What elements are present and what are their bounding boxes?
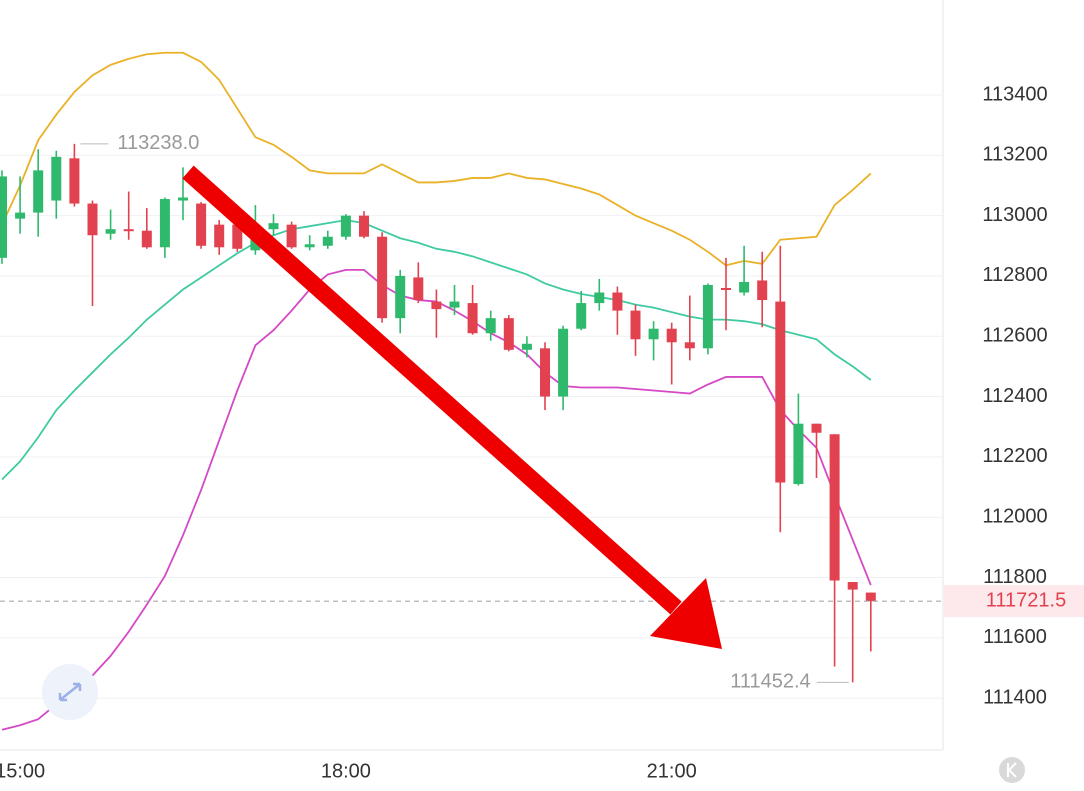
candle-body bbox=[684, 342, 695, 349]
high-marker-label: 113238.0 bbox=[117, 132, 199, 154]
candle-body bbox=[69, 158, 80, 204]
candle-body bbox=[449, 301, 460, 308]
candle-body bbox=[304, 244, 315, 248]
y-tick-label: 112400 bbox=[982, 385, 1047, 407]
candle-body bbox=[0, 176, 7, 258]
candle-body bbox=[268, 223, 279, 230]
last-price-label: 111721.5 bbox=[986, 589, 1066, 611]
candle-body bbox=[503, 318, 514, 350]
candle-body bbox=[87, 203, 98, 236]
y-tick-label: 111800 bbox=[983, 566, 1047, 588]
candle-body bbox=[15, 212, 26, 219]
candle-body bbox=[105, 229, 116, 234]
candle-body bbox=[33, 170, 44, 213]
candle-body bbox=[377, 236, 388, 319]
button-bg[interactable] bbox=[999, 757, 1025, 783]
swap-button[interactable] bbox=[42, 664, 98, 720]
y-tick-label: 112800 bbox=[982, 264, 1047, 286]
candle-body bbox=[847, 582, 858, 590]
candle-body bbox=[159, 199, 170, 248]
y-tick-label: 112000 bbox=[982, 505, 1047, 527]
y-tick-label: 113000 bbox=[982, 204, 1047, 226]
candle-body bbox=[431, 301, 442, 310]
candle-body bbox=[757, 280, 768, 301]
candle-body bbox=[739, 281, 750, 293]
candle-body bbox=[558, 328, 569, 397]
k-button[interactable] bbox=[999, 757, 1025, 783]
plot-area bbox=[0, 51, 876, 731]
candle-body bbox=[721, 287, 731, 290]
x-tick-label: 21:00 bbox=[647, 760, 697, 782]
x-tick-label: 18:00 bbox=[321, 760, 371, 782]
candle-body bbox=[340, 215, 351, 237]
candle-body bbox=[232, 224, 243, 249]
y-tick-label: 111600 bbox=[983, 626, 1047, 648]
candle-body bbox=[521, 343, 532, 350]
k-icon bbox=[1007, 762, 1017, 778]
candle-body bbox=[829, 434, 840, 581]
candle-body bbox=[775, 301, 786, 483]
swap-icon bbox=[58, 682, 82, 702]
y-tick-label: 113200 bbox=[982, 144, 1047, 166]
arrow-head bbox=[650, 578, 722, 649]
candle-body bbox=[178, 197, 188, 201]
low-marker-label: 111452.4 bbox=[730, 671, 810, 693]
x-tick-label: 15:00 bbox=[0, 760, 45, 782]
candle-body bbox=[666, 328, 677, 343]
candle-body bbox=[865, 592, 876, 602]
candle-body bbox=[51, 156, 62, 201]
candle-body bbox=[214, 224, 225, 248]
trend-arrow bbox=[182, 165, 722, 649]
candle-body bbox=[485, 318, 496, 334]
candle-body bbox=[141, 230, 152, 248]
candle-body bbox=[413, 277, 424, 301]
candle-body bbox=[395, 275, 406, 319]
candle-body bbox=[467, 303, 478, 334]
y-tick-label: 113400 bbox=[982, 83, 1047, 105]
last-price-tag bbox=[944, 585, 1084, 618]
candle-body bbox=[123, 229, 134, 232]
candle-body bbox=[648, 328, 659, 340]
grid: 111400 111600 111800 112000 112200 112400 1126… bbox=[0, 83, 1048, 782]
candle-body bbox=[540, 348, 550, 397]
y-tick-label: 111400 bbox=[983, 686, 1047, 708]
arrow-shaft bbox=[182, 165, 682, 615]
y-tick-label: 112200 bbox=[982, 445, 1047, 467]
candle-body bbox=[594, 292, 605, 304]
candle-body bbox=[702, 284, 713, 349]
candle-body bbox=[576, 303, 587, 329]
candle-body bbox=[612, 292, 623, 311]
candle-body bbox=[286, 224, 297, 248]
candle-body bbox=[359, 215, 369, 237]
candle-body bbox=[793, 423, 804, 485]
candle-body bbox=[196, 203, 207, 246]
annotations: 111721.5 113238.0 111452.4 bbox=[0, 132, 1084, 693]
candle-body bbox=[630, 310, 641, 340]
y-tick-label: 112600 bbox=[982, 325, 1047, 347]
candle-body bbox=[322, 236, 333, 246]
candle-body bbox=[811, 423, 822, 433]
